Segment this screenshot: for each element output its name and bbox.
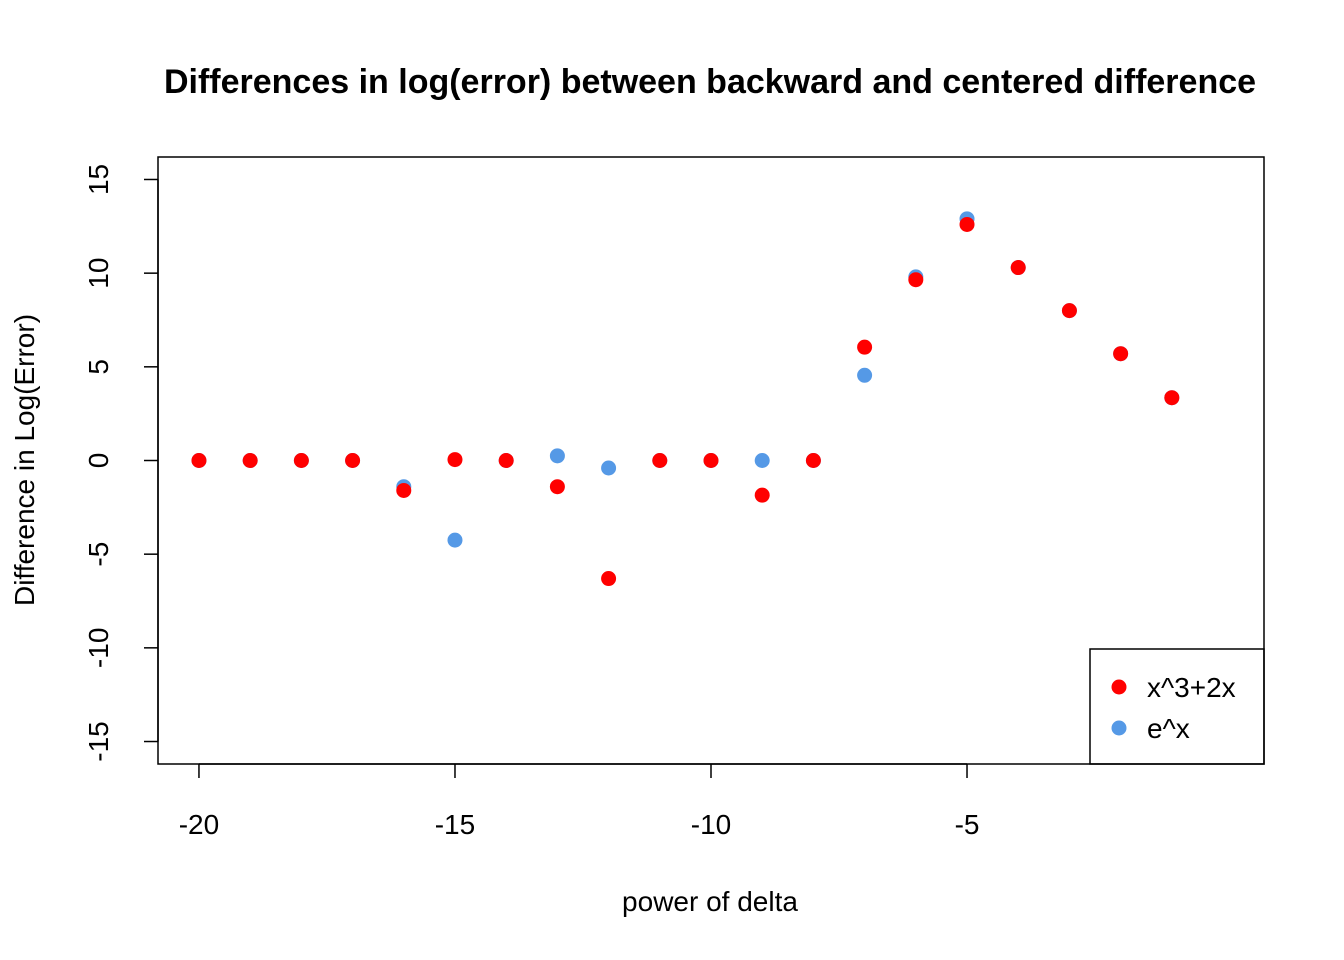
data-point (857, 367, 873, 383)
data-point (601, 460, 617, 476)
data-point (959, 216, 975, 232)
x-axis-label: power of delta (622, 886, 798, 917)
x-tick-label: -20 (179, 809, 219, 840)
legend-label: e^x (1147, 713, 1190, 744)
x-axis: -20 -15 -10 -5 (179, 763, 980, 840)
data-point (754, 453, 770, 468)
y-tick-label: 10 (83, 258, 114, 289)
x-tick-label: -10 (691, 809, 731, 840)
data-point (652, 453, 668, 468)
series-1 (191, 216, 1180, 587)
data-point (191, 453, 207, 468)
data-point (1061, 303, 1077, 319)
y-axis: -15 -10 -5 0 5 10 15 (83, 164, 159, 762)
data-point (447, 452, 463, 468)
data-point (549, 448, 565, 464)
data-point (242, 453, 258, 468)
data-point (345, 453, 361, 468)
y-axis-label: Difference in Log(Error) (9, 314, 40, 606)
data-point (1010, 260, 1026, 276)
y-tick-label: -15 (83, 721, 114, 761)
data-point (396, 482, 412, 498)
data-point (857, 339, 873, 355)
data-point (754, 487, 770, 503)
legend-marker (1111, 720, 1127, 736)
y-tick-label: 5 (83, 359, 114, 375)
legend-label: x^3+2x (1147, 672, 1236, 703)
series-0 (191, 211, 1180, 548)
data-point (549, 479, 565, 495)
x-tick-label: -15 (435, 809, 475, 840)
y-tick-label: -5 (83, 542, 114, 567)
y-tick-label: 15 (83, 164, 114, 195)
legend-marker (1111, 679, 1127, 695)
legend: x^3+2x e^x (1089, 648, 1265, 765)
x-tick-label: -5 (955, 809, 980, 840)
data-point (293, 453, 309, 468)
data-point (908, 272, 924, 288)
chart-title: Differences in log(error) between backwa… (164, 63, 1256, 101)
data-point (447, 532, 463, 548)
y-tick-label: -10 (83, 628, 114, 668)
data-point (498, 453, 514, 468)
data-points (191, 211, 1180, 587)
legend-box (1089, 648, 1265, 765)
y-tick-label: 0 (83, 453, 114, 469)
data-point (601, 571, 617, 587)
data-point (1164, 390, 1180, 406)
data-point (703, 453, 719, 468)
data-point (805, 453, 821, 468)
data-point (1113, 346, 1129, 362)
